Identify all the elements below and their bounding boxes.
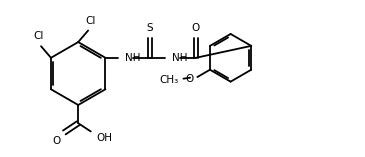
Text: Cl: Cl <box>86 16 96 26</box>
Text: Cl: Cl <box>33 31 43 41</box>
Text: NH: NH <box>125 53 141 63</box>
Text: NH: NH <box>172 53 188 63</box>
Text: OH: OH <box>96 133 112 143</box>
Text: O: O <box>185 74 193 84</box>
Text: CH₃: CH₃ <box>159 75 178 85</box>
Text: O: O <box>53 136 61 146</box>
Text: S: S <box>147 23 153 33</box>
Text: O: O <box>192 23 200 33</box>
